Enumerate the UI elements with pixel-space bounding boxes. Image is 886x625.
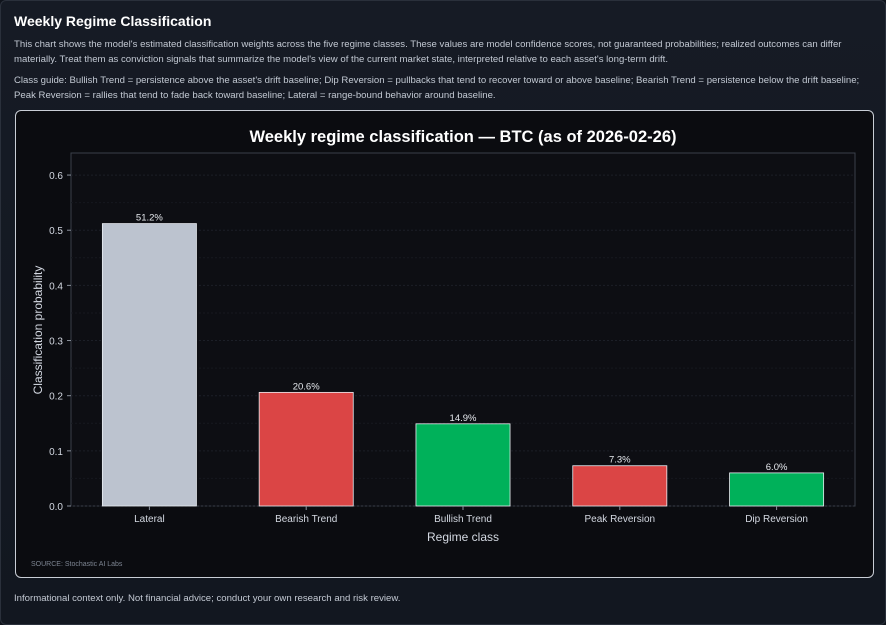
x-tick-label: Peak Reversion [585, 514, 656, 525]
y-tick-label: 0.3 [49, 337, 63, 348]
chart-panel: Weekly regime classification — BTC (as o… [15, 110, 874, 578]
bar [729, 472, 825, 507]
y-tick-label: 0.1 [49, 447, 63, 458]
y-tick-label: 0.4 [49, 281, 63, 292]
x-tick-label: Bullish Trend [434, 514, 492, 525]
bar-value-label: 7.3% [609, 455, 631, 466]
chart-description: This chart shows the model's estimated c… [14, 39, 842, 65]
disclaimer: Informational context only. Not financia… [14, 593, 401, 604]
bar-value-label: 20.6% [293, 381, 320, 392]
bar [258, 391, 354, 507]
bar [415, 423, 511, 507]
bar-value-label: 6.0% [766, 462, 788, 473]
bar-chart: Weekly regime classification — BTC (as o… [31, 128, 856, 568]
x-axis-label: Regime class [427, 530, 499, 544]
bar-value-label: 14.9% [450, 413, 477, 424]
bar [101, 223, 197, 507]
y-tick-label: 0.0 [49, 502, 63, 513]
y-axis-label: Classification probability [31, 266, 45, 395]
chart-source: SOURCE: Stochastic AI Labs [31, 561, 123, 568]
y-tick-label: 0.2 [49, 392, 63, 403]
y-tick-label: 0.6 [49, 171, 63, 182]
x-tick-label: Lateral [134, 514, 165, 525]
page-title: Weekly Regime Classification [14, 13, 212, 29]
x-tick-label: Dip Reversion [745, 514, 808, 525]
y-tick-label: 0.5 [49, 226, 63, 237]
bar [572, 465, 668, 507]
x-tick-label: Bearish Trend [275, 514, 337, 525]
bar-value-label: 51.2% [136, 213, 163, 224]
chart-title: Weekly regime classification — BTC (as o… [249, 128, 676, 146]
class-guide: Class guide: Bullish Trend = persistence… [14, 75, 860, 101]
